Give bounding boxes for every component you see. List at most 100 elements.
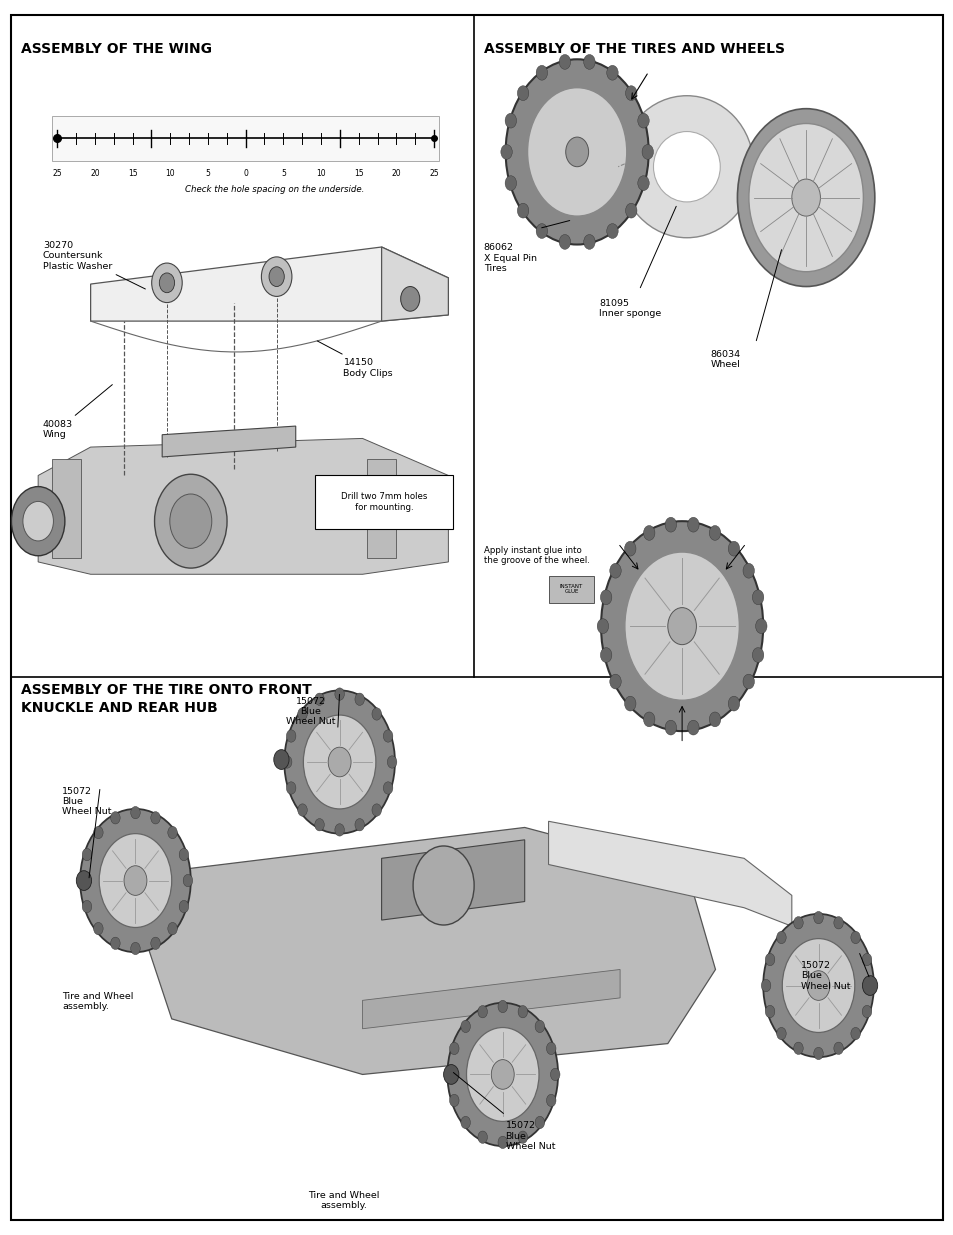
Ellipse shape [619, 95, 753, 238]
Ellipse shape [653, 131, 720, 201]
Text: 15: 15 [128, 169, 137, 178]
Circle shape [638, 114, 649, 128]
Circle shape [600, 521, 762, 731]
Circle shape [303, 715, 375, 809]
Circle shape [583, 54, 595, 69]
Circle shape [606, 65, 618, 80]
Circle shape [625, 85, 637, 100]
Bar [548, 576, 594, 603]
Circle shape [497, 1136, 507, 1149]
Circle shape [862, 1005, 871, 1018]
Circle shape [284, 690, 395, 834]
Circle shape [624, 552, 739, 700]
Circle shape [383, 782, 393, 794]
Circle shape [335, 824, 344, 836]
Circle shape [643, 711, 655, 726]
Circle shape [737, 109, 874, 287]
Text: ASSEMBLY OF THE TIRES AND WHEELS: ASSEMBLY OF THE TIRES AND WHEELS [483, 42, 784, 56]
Text: 30270
Countersunk
Plastic Washer: 30270 Countersunk Plastic Washer [43, 241, 145, 289]
Polygon shape [381, 247, 448, 321]
Text: 25: 25 [429, 169, 438, 178]
Circle shape [862, 976, 877, 995]
Circle shape [111, 811, 120, 824]
Circle shape [99, 834, 172, 927]
Text: 86034
Wheel: 86034 Wheel [710, 350, 740, 369]
Circle shape [781, 939, 854, 1032]
Circle shape [23, 501, 53, 541]
Circle shape [727, 541, 739, 556]
Circle shape [862, 953, 871, 966]
Circle shape [664, 517, 676, 532]
Circle shape [550, 1068, 559, 1081]
Circle shape [286, 782, 295, 794]
Text: Tire and Wheel
assembly.: Tire and Wheel assembly. [62, 992, 133, 1011]
Circle shape [833, 1042, 842, 1055]
Circle shape [597, 619, 608, 634]
Circle shape [151, 937, 160, 950]
Text: 15072
Blue
Wheel Nut: 15072 Blue Wheel Nut [505, 1121, 555, 1151]
Circle shape [282, 756, 292, 768]
Circle shape [183, 874, 193, 887]
Circle shape [806, 971, 829, 1000]
Circle shape [355, 693, 364, 705]
Circle shape [460, 1020, 470, 1032]
Circle shape [168, 826, 177, 839]
Circle shape [445, 1068, 455, 1081]
Circle shape [558, 54, 570, 69]
Circle shape [599, 590, 611, 605]
Circle shape [261, 257, 292, 296]
Circle shape [274, 750, 289, 769]
Circle shape [449, 1094, 458, 1107]
Circle shape [297, 804, 307, 816]
Circle shape [152, 263, 182, 303]
Circle shape [833, 916, 842, 929]
Circle shape [124, 866, 147, 895]
Circle shape [413, 846, 474, 925]
Circle shape [328, 747, 351, 777]
Circle shape [517, 1005, 527, 1018]
Circle shape [752, 647, 763, 662]
Circle shape [776, 931, 785, 944]
Circle shape [383, 730, 393, 742]
Circle shape [504, 175, 516, 190]
Circle shape [355, 819, 364, 831]
Text: 10: 10 [165, 169, 175, 178]
Circle shape [387, 756, 396, 768]
Polygon shape [91, 247, 448, 321]
Circle shape [565, 137, 588, 167]
Circle shape [504, 114, 516, 128]
Circle shape [760, 979, 770, 992]
Circle shape [791, 179, 820, 216]
Circle shape [449, 1042, 458, 1055]
Circle shape [517, 1131, 527, 1144]
Text: 14150
Body Clips: 14150 Body Clips [317, 341, 393, 378]
Circle shape [179, 900, 189, 913]
Polygon shape [362, 969, 619, 1029]
Polygon shape [162, 426, 295, 457]
Circle shape [154, 474, 227, 568]
Circle shape [850, 1028, 860, 1040]
Circle shape [314, 693, 324, 705]
Circle shape [708, 526, 720, 541]
Text: 15072
Blue
Wheel Nut: 15072 Blue Wheel Nut [286, 697, 335, 726]
Circle shape [447, 1003, 558, 1146]
Circle shape [742, 563, 754, 578]
Text: 5: 5 [205, 169, 211, 178]
Circle shape [727, 697, 739, 711]
Circle shape [667, 608, 696, 645]
Circle shape [460, 1116, 470, 1129]
Circle shape [558, 235, 570, 249]
Polygon shape [548, 821, 791, 926]
Text: ASSEMBLY OF THE WING: ASSEMBLY OF THE WING [21, 42, 212, 56]
Text: 86062
X Equal Pin
Tires: 86062 X Equal Pin Tires [483, 243, 537, 273]
Text: 5: 5 [280, 169, 286, 178]
Circle shape [314, 819, 324, 831]
Text: Check the hole spacing on the underside.: Check the hole spacing on the underside. [184, 185, 364, 194]
Circle shape [850, 931, 860, 944]
Circle shape [664, 720, 676, 735]
Bar [52, 459, 81, 558]
Circle shape [599, 647, 611, 662]
Text: 10: 10 [315, 169, 326, 178]
Circle shape [477, 1005, 487, 1018]
Circle shape [609, 563, 620, 578]
